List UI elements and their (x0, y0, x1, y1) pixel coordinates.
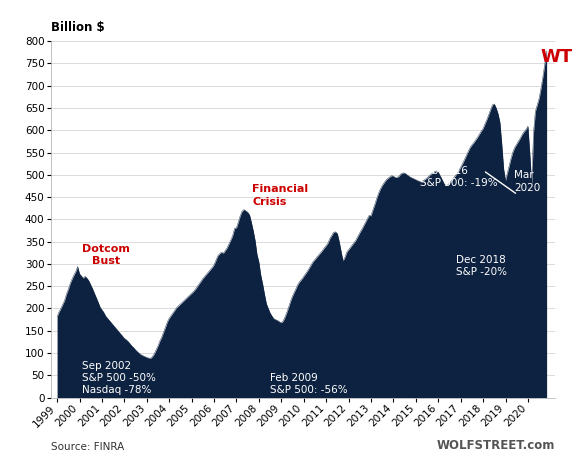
Text: WOLFSTREET.com: WOLFSTREET.com (436, 440, 555, 452)
Text: Billion $: Billion $ (51, 21, 105, 34)
Text: Financial
Crisis: Financial Crisis (252, 185, 308, 207)
Text: Dotcom
Bust: Dotcom Bust (82, 244, 130, 266)
Text: Dec 2018
S&P -20%: Dec 2018 S&P -20% (456, 255, 507, 277)
Text: Sep 2002
S&P 500 -50%
Nasdaq -78%: Sep 2002 S&P 500 -50% Nasdaq -78% (82, 361, 156, 395)
Text: WTF: WTF (541, 48, 572, 66)
Text: Feb 2016
S&P 500: -19%: Feb 2016 S&P 500: -19% (420, 166, 498, 188)
Text: Mar
2020: Mar 2020 (514, 170, 541, 193)
Text: Source: FINRA: Source: FINRA (51, 442, 125, 452)
Text: Feb 2009
S&P 500: -56%: Feb 2009 S&P 500: -56% (270, 373, 348, 395)
